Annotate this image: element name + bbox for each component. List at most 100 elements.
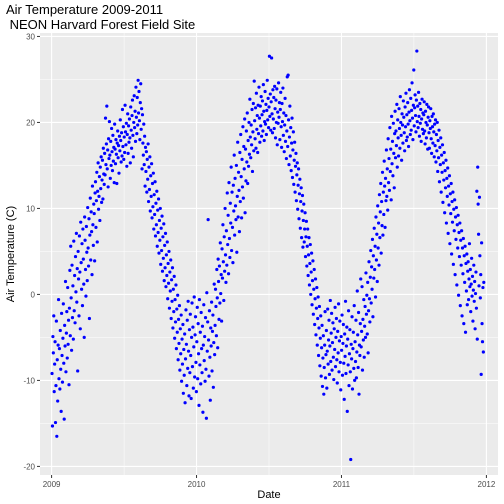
data-point xyxy=(279,125,283,129)
data-point xyxy=(266,125,271,130)
data-point xyxy=(476,232,481,236)
data-point xyxy=(325,349,329,353)
data-point xyxy=(338,319,342,323)
data-point xyxy=(164,285,168,289)
data-point xyxy=(231,183,235,187)
data-point xyxy=(312,287,316,291)
data-point xyxy=(149,194,153,198)
data-point xyxy=(189,353,193,358)
data-point xyxy=(87,217,91,221)
data-point xyxy=(445,194,449,198)
data-point xyxy=(208,398,212,402)
data-point xyxy=(282,111,286,115)
data-point xyxy=(386,137,390,141)
data-point xyxy=(53,420,58,425)
data-point xyxy=(153,180,157,184)
data-point xyxy=(370,265,374,269)
data-point xyxy=(200,324,205,328)
data-point xyxy=(69,244,73,248)
data-point xyxy=(52,389,56,394)
data-point xyxy=(316,295,320,299)
data-point xyxy=(475,189,479,193)
data-point xyxy=(109,139,113,143)
data-point xyxy=(385,167,389,171)
data-point xyxy=(151,171,155,175)
data-point xyxy=(105,104,109,108)
data-point xyxy=(446,166,450,170)
data-point xyxy=(144,169,148,174)
data-point xyxy=(228,201,232,205)
data-point xyxy=(275,143,279,147)
data-point xyxy=(389,147,393,151)
data-point xyxy=(176,293,180,297)
data-point xyxy=(93,180,98,184)
data-point xyxy=(417,134,422,138)
data-point xyxy=(418,101,422,106)
data-point xyxy=(86,246,90,250)
data-point xyxy=(170,299,174,303)
data-point xyxy=(367,260,371,264)
data-point xyxy=(432,155,436,159)
data-point xyxy=(234,218,238,222)
data-point xyxy=(117,134,122,138)
data-point xyxy=(223,269,227,273)
data-point xyxy=(341,322,345,327)
data-point xyxy=(346,363,350,367)
data-point xyxy=(196,352,201,356)
data-point xyxy=(246,181,250,186)
data-point xyxy=(123,130,128,134)
data-point xyxy=(217,317,221,321)
data-point xyxy=(370,287,374,291)
data-point xyxy=(206,218,210,222)
data-point xyxy=(309,270,313,274)
data-point xyxy=(195,340,199,344)
data-point xyxy=(369,248,373,253)
data-point xyxy=(455,223,459,227)
data-point xyxy=(257,116,262,120)
data-point xyxy=(338,360,342,364)
data-point xyxy=(178,368,182,372)
data-point xyxy=(456,246,460,250)
data-point xyxy=(169,316,173,321)
data-point xyxy=(339,334,343,339)
data-point xyxy=(63,279,68,284)
data-point xyxy=(344,371,348,376)
data-point xyxy=(308,261,312,266)
data-point xyxy=(174,283,178,287)
data-point xyxy=(435,149,439,153)
data-point xyxy=(65,356,69,360)
data-point xyxy=(290,175,295,180)
data-point xyxy=(475,337,479,341)
data-point xyxy=(453,198,457,202)
data-point xyxy=(143,184,147,188)
data-point xyxy=(150,216,154,220)
data-point xyxy=(456,213,460,217)
data-point xyxy=(135,132,139,136)
data-point xyxy=(430,125,435,129)
data-point xyxy=(193,315,198,319)
data-point xyxy=(391,174,395,178)
data-point xyxy=(140,107,144,111)
data-point xyxy=(292,158,296,162)
data-point xyxy=(482,280,486,284)
data-point xyxy=(251,101,255,106)
data-point xyxy=(123,103,127,107)
data-point xyxy=(313,277,318,281)
data-point xyxy=(130,113,134,118)
data-point xyxy=(81,257,85,261)
data-point xyxy=(76,249,80,254)
data-point xyxy=(89,258,93,262)
data-point xyxy=(123,150,127,155)
data-point xyxy=(272,126,276,131)
data-point xyxy=(383,184,387,188)
data-point xyxy=(320,384,325,389)
data-point xyxy=(441,161,445,165)
data-point xyxy=(285,129,289,133)
data-point xyxy=(356,310,361,315)
data-point xyxy=(317,304,322,309)
data-point xyxy=(381,233,385,237)
data-point xyxy=(288,154,292,158)
data-point xyxy=(428,126,432,131)
data-point xyxy=(129,128,133,132)
data-point xyxy=(84,294,88,298)
